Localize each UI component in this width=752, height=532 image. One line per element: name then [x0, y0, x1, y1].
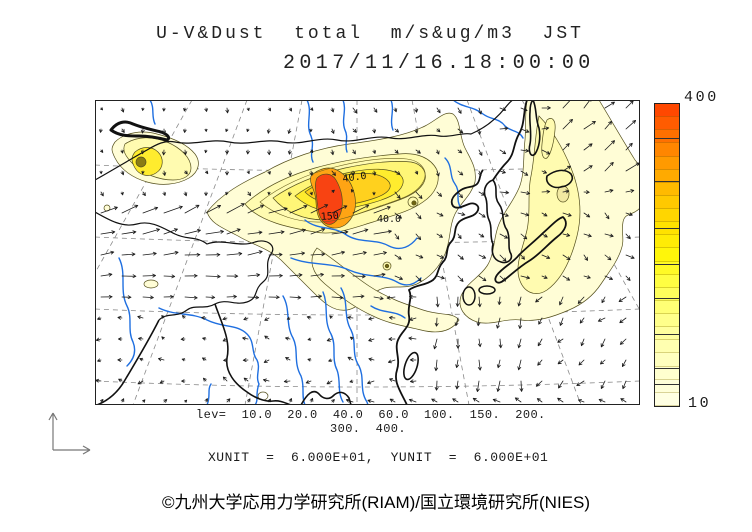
colorbar-segment	[655, 274, 679, 288]
dust-fill-band-red-core	[315, 173, 343, 225]
border-path	[95, 211, 274, 321]
colorbar-segment	[655, 182, 679, 196]
river-path	[452, 100, 524, 139]
contour-label: 150	[320, 211, 339, 223]
dust-small-core-1	[411, 200, 417, 206]
unit-scale-text: XUNIT = 6.000E+01, YUNIT = 6.000E+01	[208, 450, 549, 465]
river-path	[304, 219, 418, 250]
colorbar-tick	[655, 228, 679, 229]
contour-label: 40.0	[342, 171, 367, 185]
map-canvas: 40.0 150 40.0	[95, 100, 640, 405]
lake-balkhash	[109, 120, 171, 142]
colorbar-tick	[655, 384, 679, 385]
coast-india-west	[96, 319, 160, 405]
dust-contour-fills	[103, 100, 640, 401]
coast-hokkaido	[545, 169, 574, 189]
chart-datetime: 2017/11/16.18:00:00	[283, 52, 595, 75]
colorbar-tick	[655, 368, 679, 369]
colorbar-min-label: 10	[688, 395, 712, 412]
river-path	[306, 100, 314, 163]
contour-labels: 40.0 150 40.0	[320, 171, 401, 225]
contour-levels-line1: lev= 10.0 20.0 40.0 60.0 100. 150. 200.	[196, 408, 546, 422]
dust-fill-se-china	[311, 247, 460, 333]
colorbar	[654, 103, 680, 407]
river-path	[444, 157, 462, 209]
dust-map: 40.0 150 40.0	[95, 100, 640, 405]
colorbar-segment	[655, 248, 679, 262]
dust-extra-contour-ring	[259, 158, 426, 223]
colorbar-tick	[655, 298, 679, 299]
copyright-text: ©九州大学応用力学研究所(RIAM)/国立環境研究所(NIES)	[161, 493, 591, 512]
coast-taiwan	[403, 351, 419, 381]
dust-blob-japansea	[556, 185, 570, 203]
coastline-borders	[95, 100, 574, 405]
coast-indochina	[300, 390, 352, 405]
colorbar-segment	[655, 143, 679, 157]
colorbar-segment	[655, 104, 679, 118]
colorbar-segment	[655, 379, 679, 393]
coast-sakhalin	[528, 100, 541, 157]
colorbar-segment	[655, 340, 679, 354]
coast-china	[395, 169, 484, 405]
dust-fill-japansea-light	[517, 115, 581, 294]
dust-small-core-2	[384, 263, 390, 269]
coast-shikoku	[478, 285, 496, 295]
colorbar-segment	[655, 366, 679, 380]
colorbar-segment	[655, 156, 679, 170]
colorbar-segment	[655, 195, 679, 210]
river-path	[322, 291, 344, 403]
coast-india-east	[214, 303, 292, 405]
reference-vector-arrows-icon	[48, 412, 91, 455]
colorbar-segment	[655, 314, 679, 328]
dust-small-blob-3	[143, 279, 159, 289]
colorbar-segment	[655, 209, 679, 223]
river-path	[340, 287, 369, 405]
river-path	[118, 257, 136, 367]
river-path	[206, 383, 212, 405]
colorbar-tick	[655, 138, 679, 139]
contour-label: 40.0	[377, 214, 401, 225]
map-frame	[95, 100, 640, 405]
river-path	[342, 100, 348, 153]
colorbar-segment	[655, 287, 679, 301]
coast-honshu	[494, 216, 567, 284]
coast-kyushu	[462, 286, 476, 306]
colorbar-segment	[655, 169, 679, 183]
colorbar-tick	[655, 334, 679, 335]
colorbar-segment	[655, 392, 679, 406]
dust-dark-core-balkhash	[135, 156, 147, 168]
colorbar-segment	[655, 353, 679, 367]
river-path	[282, 295, 306, 405]
wind-vector-arrows	[95, 100, 640, 403]
coast-korea	[483, 179, 513, 264]
colorbar-segment	[655, 300, 679, 315]
colorbar-tick	[655, 181, 679, 182]
colorbar-segment	[655, 117, 679, 131]
colorbar-tick	[655, 264, 679, 265]
river-path	[149, 100, 156, 125]
colorbar-max-label: 400	[684, 89, 719, 106]
coast-primorye	[492, 100, 528, 181]
border-path	[95, 100, 514, 181]
wind-arrow-glyphs	[95, 100, 640, 403]
colorbar-segment	[655, 235, 679, 249]
contour-levels-line2: 300. 400.	[330, 422, 407, 436]
river-path	[370, 305, 406, 319]
colorbar-segment	[655, 130, 679, 144]
colorbar-segment	[655, 327, 679, 341]
river-path	[390, 100, 394, 131]
chart-title: U-V&Dust total m/s&ug/m3 JST	[156, 24, 584, 44]
